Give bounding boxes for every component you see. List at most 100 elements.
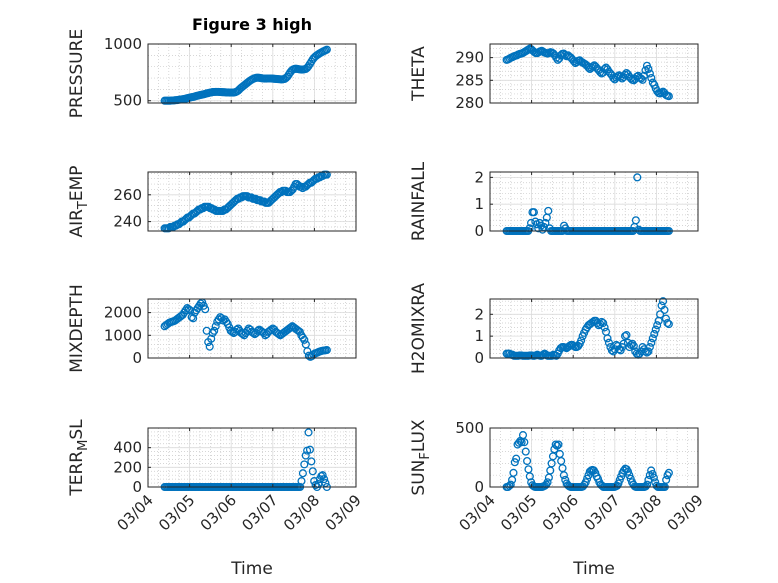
data-point bbox=[559, 471, 568, 480]
data-point bbox=[512, 454, 521, 463]
data-point bbox=[663, 318, 672, 328]
data-point bbox=[619, 339, 628, 348]
y-axis-label: TERRMSL bbox=[67, 419, 91, 497]
data-point bbox=[644, 347, 653, 356]
data-point bbox=[554, 440, 563, 449]
plot-area bbox=[490, 172, 698, 231]
data-point bbox=[525, 472, 534, 481]
y-tick-label: 0 bbox=[132, 478, 142, 496]
data-point bbox=[620, 70, 630, 79]
data-point bbox=[664, 320, 673, 329]
data-point bbox=[523, 456, 532, 466]
data-point bbox=[583, 474, 592, 483]
axes-box bbox=[489, 298, 699, 359]
axes-box bbox=[147, 171, 357, 232]
x-tick-label: 03/09 bbox=[322, 491, 365, 534]
subplot-1: 280 285 290 THETA bbox=[409, 43, 699, 112]
data-point bbox=[298, 469, 307, 478]
y-axis-label: AIRTEMP bbox=[67, 165, 91, 237]
data-point bbox=[653, 321, 662, 330]
data-point bbox=[509, 468, 518, 477]
data-point bbox=[526, 218, 536, 228]
y-tick-label: 1 bbox=[474, 327, 484, 345]
data-point bbox=[301, 451, 310, 460]
data-point bbox=[521, 447, 530, 456]
data-point bbox=[544, 206, 553, 215]
subplot-7: 0 500 SUNFLUX 03/0403/0503/0603/0703/0803/0… bbox=[409, 419, 707, 534]
y-axis-label: MIXDEPTH bbox=[67, 284, 87, 373]
y-axis-label: H2OMIXRA bbox=[409, 283, 429, 374]
axes-box bbox=[147, 427, 357, 488]
data-point bbox=[651, 325, 660, 334]
x-tick-label: 03/08 bbox=[280, 491, 323, 534]
data-point bbox=[506, 480, 515, 489]
data-point bbox=[210, 326, 219, 335]
data-point bbox=[600, 323, 609, 332]
data-point bbox=[543, 478, 552, 487]
data-point bbox=[267, 325, 276, 334]
data-point bbox=[638, 75, 647, 84]
subplot-5: 0 1 2 H2OMIXRA bbox=[409, 283, 699, 374]
data-point bbox=[656, 310, 665, 319]
data-point bbox=[581, 478, 590, 487]
data-point bbox=[616, 72, 625, 81]
y-tick-label: 0 bbox=[474, 222, 484, 240]
data-point bbox=[649, 473, 658, 482]
data-point bbox=[201, 305, 210, 314]
data-point bbox=[205, 342, 214, 351]
data-point bbox=[647, 466, 656, 475]
data-point bbox=[647, 73, 656, 83]
x-tick-label: 03/07 bbox=[238, 491, 281, 534]
data-point bbox=[577, 336, 586, 345]
data-point bbox=[662, 475, 671, 484]
x-tick-label: 03/04 bbox=[114, 491, 157, 534]
data-point bbox=[647, 338, 656, 347]
data-point bbox=[249, 328, 258, 338]
subplot-4: 0 1000 2000 MIXDEPTH bbox=[67, 284, 357, 373]
y-tick-label: 500 bbox=[455, 419, 484, 437]
data-point bbox=[551, 440, 560, 449]
y-tick-label: 1000 bbox=[104, 35, 142, 53]
y-axis-label: RAINFALL bbox=[409, 161, 429, 241]
data-point bbox=[648, 469, 657, 479]
x-tick-label: 03/06 bbox=[539, 491, 582, 534]
y-tick-label: 0 bbox=[474, 478, 484, 496]
y-axis-label: THETA bbox=[409, 46, 429, 102]
data-point bbox=[648, 334, 657, 343]
x-tick-label: 03/09 bbox=[664, 491, 707, 534]
data-point bbox=[510, 458, 519, 467]
y-tick-label: 1 bbox=[474, 195, 484, 213]
data-point bbox=[553, 441, 562, 450]
y-axis-label: PRESSURE bbox=[67, 29, 87, 118]
y-tick-label: 285 bbox=[455, 71, 484, 89]
data-point bbox=[629, 341, 638, 351]
x-axis-label-right: Time bbox=[572, 559, 615, 579]
figure-title: Figure 3 high bbox=[192, 15, 312, 34]
data-point bbox=[622, 331, 631, 340]
x-tick-label: 03/08 bbox=[622, 491, 665, 534]
data-point bbox=[623, 467, 633, 476]
y-tick-label: 0 bbox=[132, 349, 142, 367]
data-point bbox=[207, 334, 216, 343]
data-point bbox=[633, 173, 642, 182]
y-tick-label: 0 bbox=[474, 349, 484, 367]
data-point bbox=[631, 216, 640, 225]
data-point bbox=[321, 479, 330, 488]
data-point bbox=[304, 428, 313, 437]
data-point bbox=[645, 69, 654, 78]
axes-box bbox=[489, 427, 699, 488]
data-point bbox=[664, 468, 673, 477]
data-point bbox=[643, 480, 652, 489]
data-point bbox=[645, 343, 654, 352]
x-axis-label-left: Time bbox=[230, 559, 273, 579]
y-axis-label: SUNFLUX bbox=[409, 419, 433, 496]
x-tick-label: 03/05 bbox=[155, 491, 198, 534]
data-point bbox=[520, 438, 529, 447]
data-point bbox=[658, 297, 668, 306]
data-point bbox=[189, 314, 198, 323]
y-tick-label: 2 bbox=[474, 305, 484, 323]
data-point bbox=[308, 467, 317, 476]
y-tick-label: 2000 bbox=[104, 304, 142, 322]
